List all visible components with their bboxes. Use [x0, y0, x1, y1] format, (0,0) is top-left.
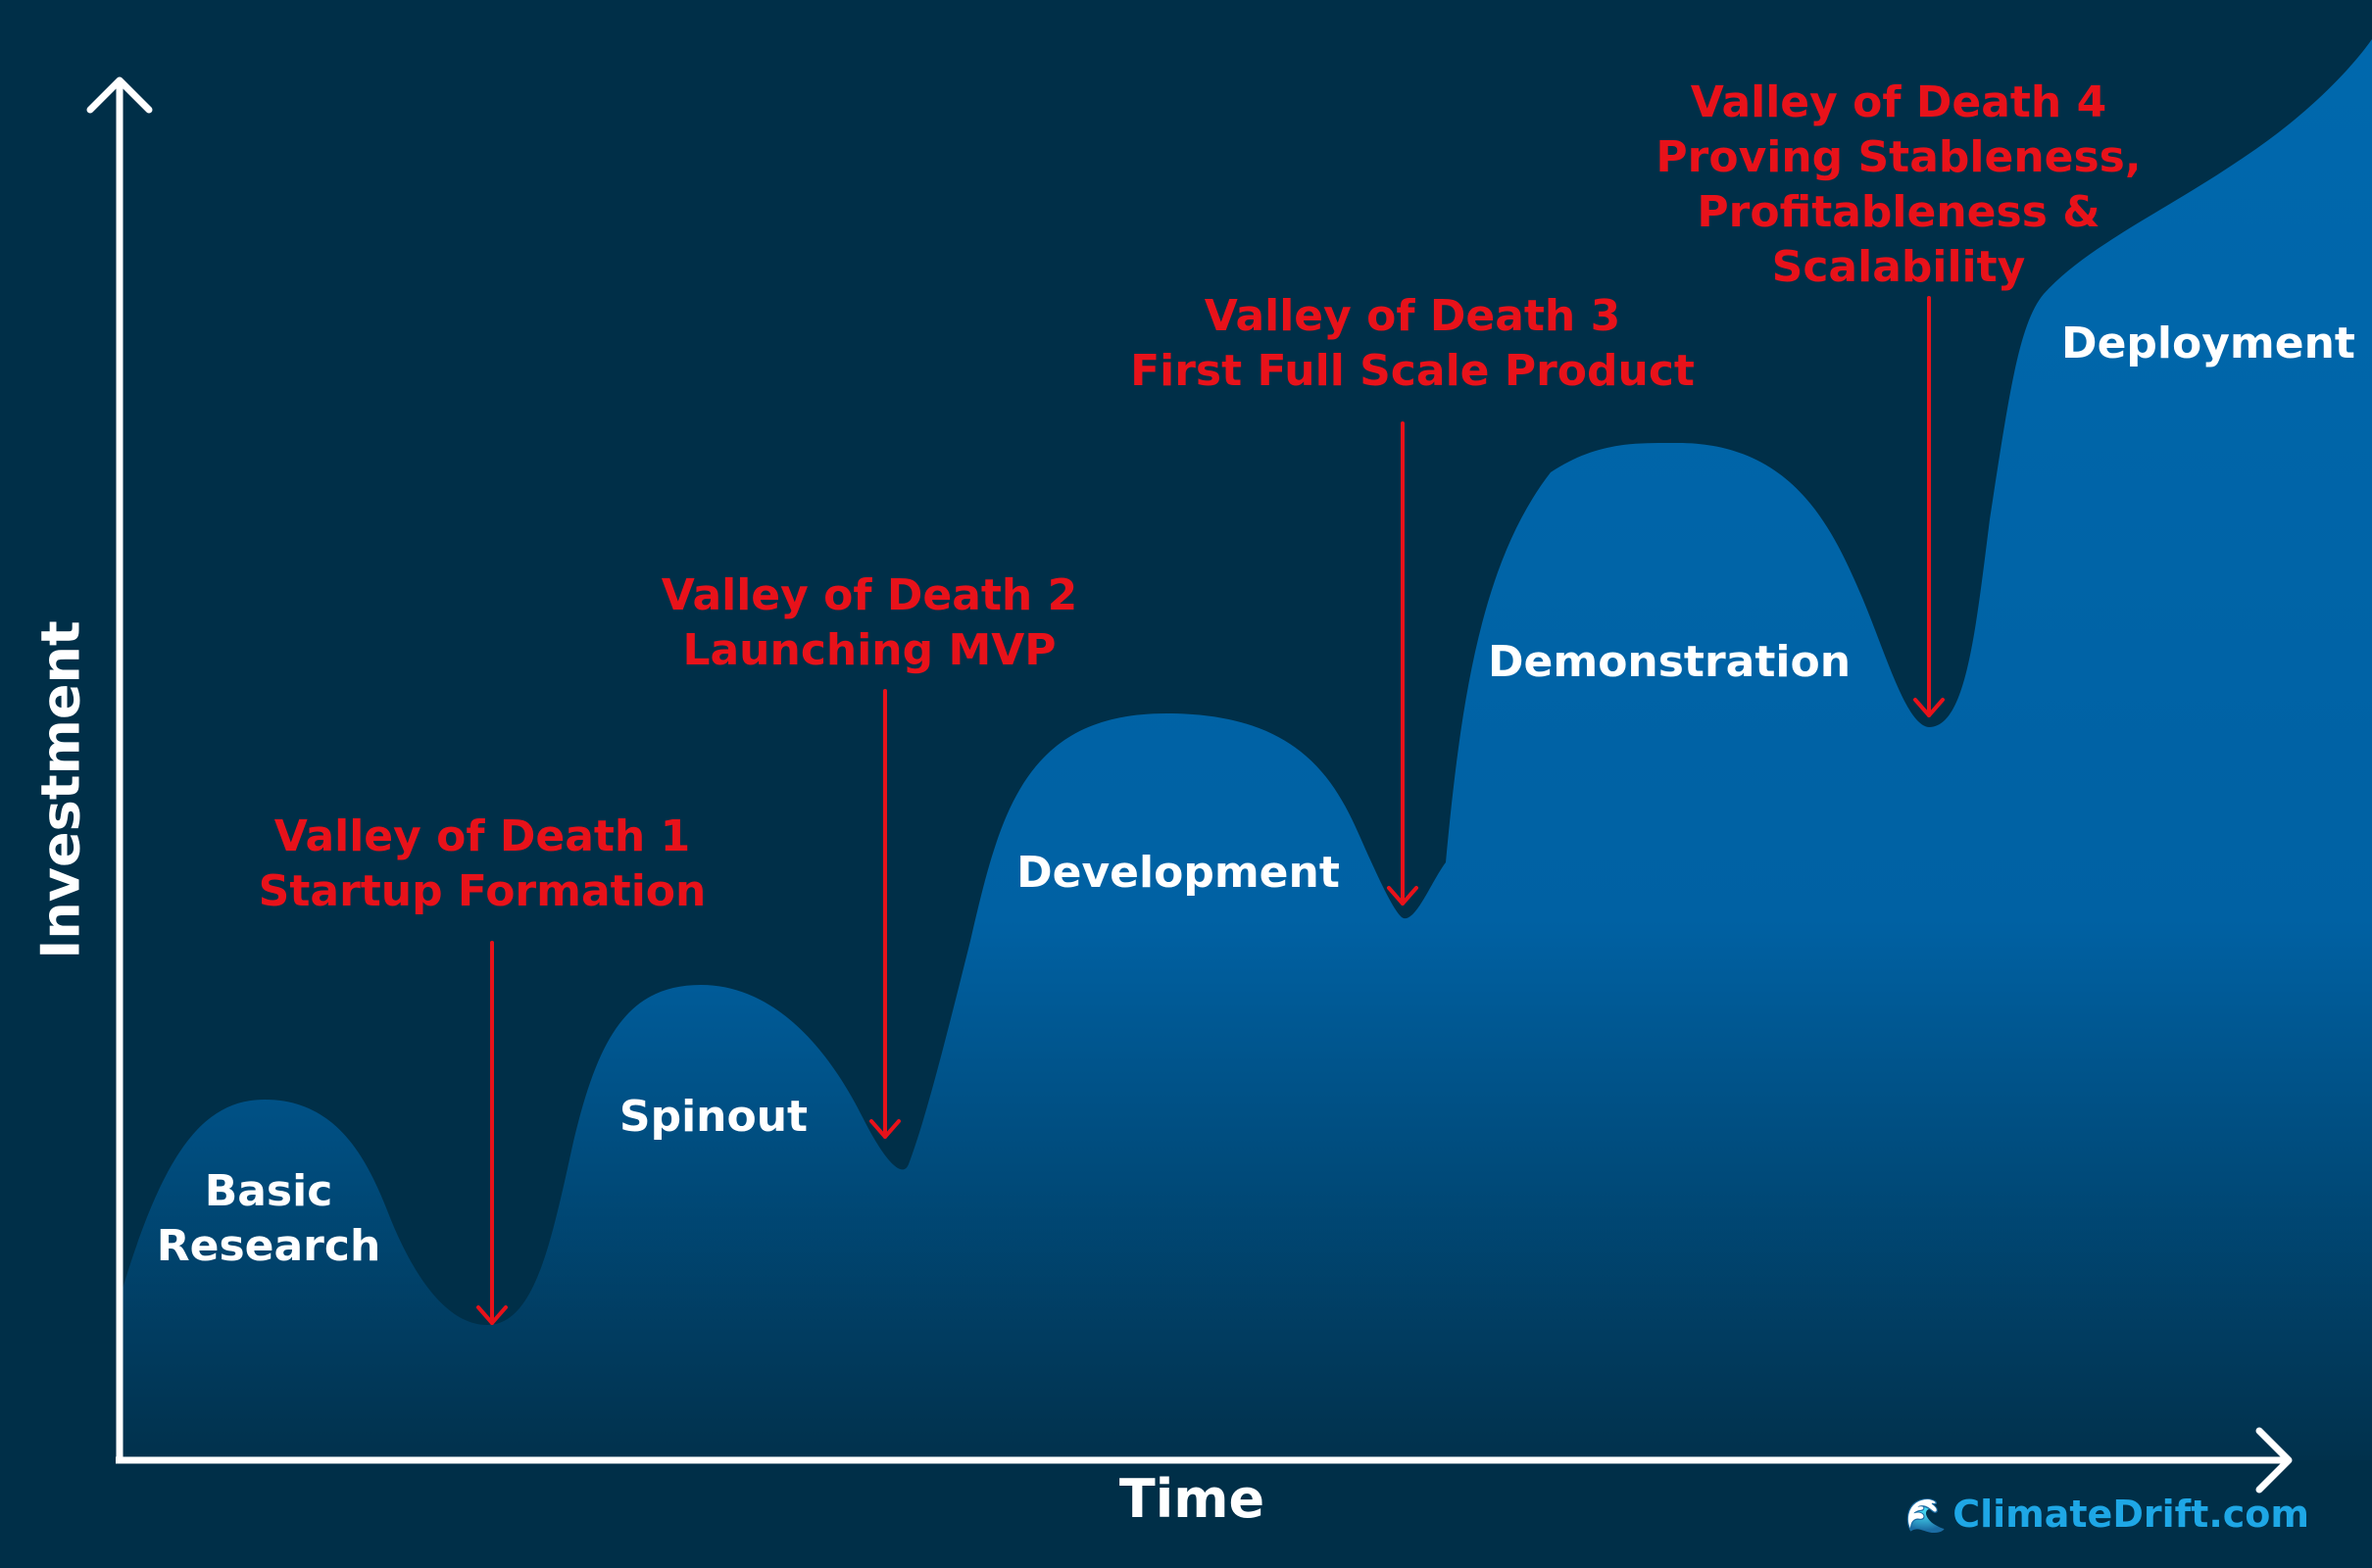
stage-label-demonstration: Demonstration — [1488, 635, 1851, 690]
stage-label-line: Research — [156, 1221, 381, 1271]
brand-link[interactable]: 🌊 ClimateDrift.com — [1905, 1493, 2309, 1536]
y-axis-label: Investment — [29, 620, 92, 959]
valley-label-1: Valley of Death 1 Startup Formation — [259, 809, 707, 919]
valley-label-line: Valley of Death 3 — [1204, 291, 1621, 341]
brand-text: ClimateDrift.com — [1952, 1493, 2309, 1536]
valley-4-arrow — [1913, 296, 1945, 717]
stage-label-line: Deployment — [2061, 318, 2355, 368]
valley-label-2: Valley of Death 2 Launching MVP — [662, 568, 1077, 678]
y-axis — [86, 76, 153, 1460]
x-axis-arrowhead — [2255, 1427, 2293, 1494]
valley-label-line: Profitableness & — [1697, 187, 2100, 237]
valley-label-line: Valley of Death 4 — [1690, 77, 2107, 127]
valley-label-line: Valley of Death 2 — [661, 570, 1078, 620]
y-axis-arrowhead — [86, 76, 153, 114]
wave-icon: 🌊 — [1904, 1496, 1948, 1536]
valley-2-arrow — [869, 689, 901, 1139]
valley-label-3: Valley of Death 3 First Full Scale Produ… — [1130, 289, 1695, 399]
valley-label-4: Valley of Death 4 Proving Stableness, Pr… — [1655, 75, 2141, 295]
stage-label-spinout: Spinout — [619, 1090, 808, 1145]
stage-label-line: Development — [1016, 848, 1340, 898]
valley-label-line: First Full Scale Product — [1130, 346, 1695, 396]
x-axis — [116, 1427, 2293, 1494]
valley-3-arrow — [1387, 421, 1418, 906]
stage-label-development: Development — [1016, 846, 1340, 901]
valley-label-line: Valley of Death 1 — [273, 811, 691, 861]
x-axis-label: Time — [1118, 1468, 1265, 1530]
stage-label-line: Demonstration — [1487, 637, 1852, 687]
stage-label-basic-research: Basic Research — [157, 1164, 381, 1274]
stage-label-line: Spinout — [618, 1092, 809, 1142]
valley-1-arrow — [476, 941, 508, 1325]
valley-label-line: Proving Stableness, — [1655, 132, 2142, 182]
investment-curve-area — [120, 39, 2372, 1460]
stage-label-deployment: Deployment — [2061, 317, 2355, 371]
valley-label-line: Launching MVP — [682, 625, 1057, 675]
valley-label-line: Startup Formation — [258, 866, 707, 916]
valley-label-line: Scalability — [1771, 242, 2026, 292]
stage-label-line: Basic — [204, 1166, 333, 1216]
